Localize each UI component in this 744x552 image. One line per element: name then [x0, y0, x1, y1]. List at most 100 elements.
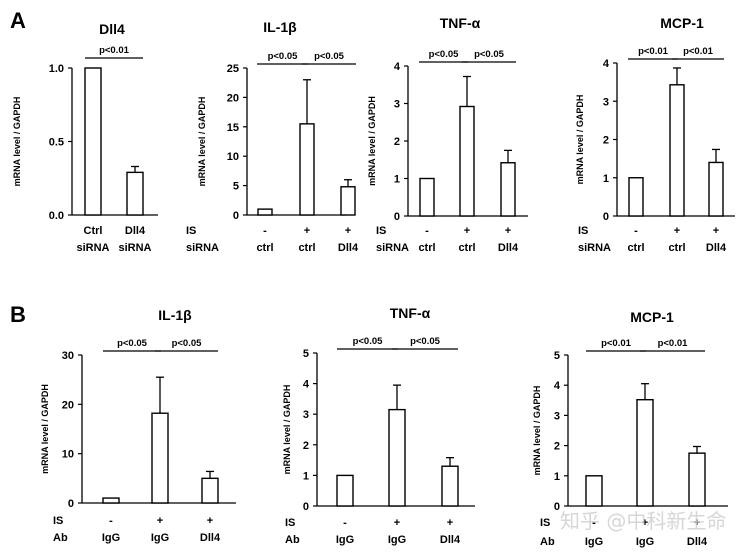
condition-row-label: IS — [376, 225, 386, 237]
significance-label: p<0.05 — [353, 336, 384, 347]
bar — [441, 465, 459, 507]
y-tick-label: 30 — [62, 350, 74, 362]
y-tick-label: 0 — [603, 211, 609, 223]
condition-row-label: siRNA — [376, 242, 409, 254]
y-axis-label: mRNA level / GAPDH — [532, 386, 542, 476]
x-category-label: + — [464, 225, 470, 237]
bar — [126, 171, 144, 216]
significance-label: p<0.05 — [410, 336, 441, 347]
x-category-label: + — [713, 225, 719, 237]
x-category-label: - — [109, 515, 113, 527]
y-tick-label: 2 — [303, 440, 309, 452]
bar — [340, 186, 356, 216]
y-axis-label: mRNA level / GAPDH — [575, 95, 585, 185]
y-tick-label: 5 — [233, 181, 239, 193]
x-category-label: ctrl — [458, 242, 475, 254]
y-axis-label: mRNA level / GAPDH — [197, 97, 207, 187]
y-tick-label: 1 — [303, 470, 309, 482]
significance-label: p<0.05 — [314, 51, 345, 62]
condition-row-label: IS — [285, 517, 295, 529]
x-category-label: Dll4 — [498, 242, 519, 254]
x-category-label: Ctrl — [84, 225, 103, 237]
chart-b3: MCP-1 mRNA level / GAPDH 0 1 2 3 4 5 p<0.01 p<0.0… — [532, 309, 728, 548]
significance-label: p<0.05 — [429, 49, 460, 60]
y-tick-label: 0 — [233, 210, 239, 222]
condition-row-label: siRNA — [578, 242, 611, 254]
bar — [84, 67, 102, 216]
condition-row-label: siRNA — [186, 242, 219, 254]
x-category-label: Dll4 — [125, 225, 146, 237]
x-category-label: IgG — [151, 532, 169, 544]
x-category-label: IgG — [636, 536, 654, 548]
significance-label: p<0.01 — [99, 45, 130, 56]
bar — [628, 177, 644, 217]
chart-title: IL-1β — [263, 19, 297, 35]
x-category-label: + — [157, 515, 163, 527]
x-category-label: Dll4 — [200, 532, 221, 544]
chart-b1: IL-1β mRNA level / GAPDH 0 10 20 30 p<0.05 p<0.… — [40, 307, 236, 544]
y-tick-label: 1 — [554, 471, 560, 483]
y-tick-label: 10 — [227, 151, 239, 163]
x-category-label: - — [425, 225, 429, 237]
y-tick-label: 0.0 — [49, 210, 64, 222]
x-category-label: + — [207, 515, 213, 527]
x-category-label: + — [694, 517, 700, 529]
condition-row-label: IS — [540, 517, 550, 529]
x-category-label: - — [343, 517, 347, 529]
y-tick-label: 2 — [603, 135, 609, 147]
y-tick-label: 0 — [303, 501, 309, 513]
x-category-label: + — [394, 517, 400, 529]
bar — [102, 497, 120, 504]
y-axis-label: mRNA level / GAPDH — [367, 96, 377, 186]
significance-label: p<0.01 — [601, 338, 632, 349]
significance-label: p<0.05 — [474, 49, 505, 60]
y-tick-label: 3 — [303, 409, 309, 421]
bar — [636, 398, 654, 507]
x-category-label: IgG — [102, 532, 120, 544]
condition-row-label: Ab — [53, 532, 68, 544]
x-category-label: ctrl — [298, 242, 315, 254]
condition-row-label: IS — [53, 515, 63, 527]
bar — [419, 177, 435, 217]
significance-label: p<0.01 — [683, 46, 714, 57]
y-tick-label: 25 — [227, 63, 239, 75]
chart-title: TNF-α — [440, 15, 481, 31]
significance-label: p<0.05 — [117, 338, 148, 349]
condition-row-label: Ab — [285, 534, 300, 546]
bar — [201, 477, 219, 504]
x-category-label: - — [592, 517, 596, 529]
y-tick-label: 5 — [554, 350, 560, 362]
bar — [257, 208, 273, 216]
bar — [299, 123, 315, 216]
chart-title: Dll4 — [99, 21, 125, 37]
significance-label: p<0.05 — [172, 338, 203, 349]
x-category-label: ctrl — [627, 242, 644, 254]
y-tick-label: 20 — [227, 92, 239, 104]
x-category-label: + — [505, 225, 511, 237]
significance-label: p<0.05 — [268, 51, 299, 62]
bar — [459, 105, 475, 217]
y-tick-label: 4 — [394, 61, 401, 73]
y-tick-label: 0 — [394, 211, 400, 223]
y-tick-label: 2 — [394, 136, 400, 148]
y-tick-label: 3 — [554, 410, 560, 422]
y-tick-label: 0 — [554, 501, 560, 513]
y-tick-label: 4 — [554, 380, 561, 392]
x-category-label: + — [642, 517, 648, 529]
condition-row-label: Ab — [540, 536, 555, 548]
panel-letter-a: A — [10, 8, 26, 33]
condition-row-label: IS — [186, 225, 196, 237]
y-tick-label: 4 — [303, 379, 310, 391]
y-tick-label: 2 — [554, 441, 560, 453]
y-tick-label: 1 — [603, 173, 609, 185]
x-category-label: IgG — [388, 534, 406, 546]
bar — [688, 452, 706, 507]
y-tick-label: 5 — [303, 348, 309, 360]
x-category-label: IgG — [585, 536, 603, 548]
bar — [388, 408, 406, 507]
chart-a3: TNF-α mRNA level / GAPDH 0 1 2 3 4 p<0.05 p<0.05… — [367, 15, 528, 254]
y-tick-label: 10 — [62, 449, 74, 461]
y-tick-label: 3 — [394, 99, 400, 111]
bar — [669, 84, 685, 217]
bar — [151, 412, 169, 504]
